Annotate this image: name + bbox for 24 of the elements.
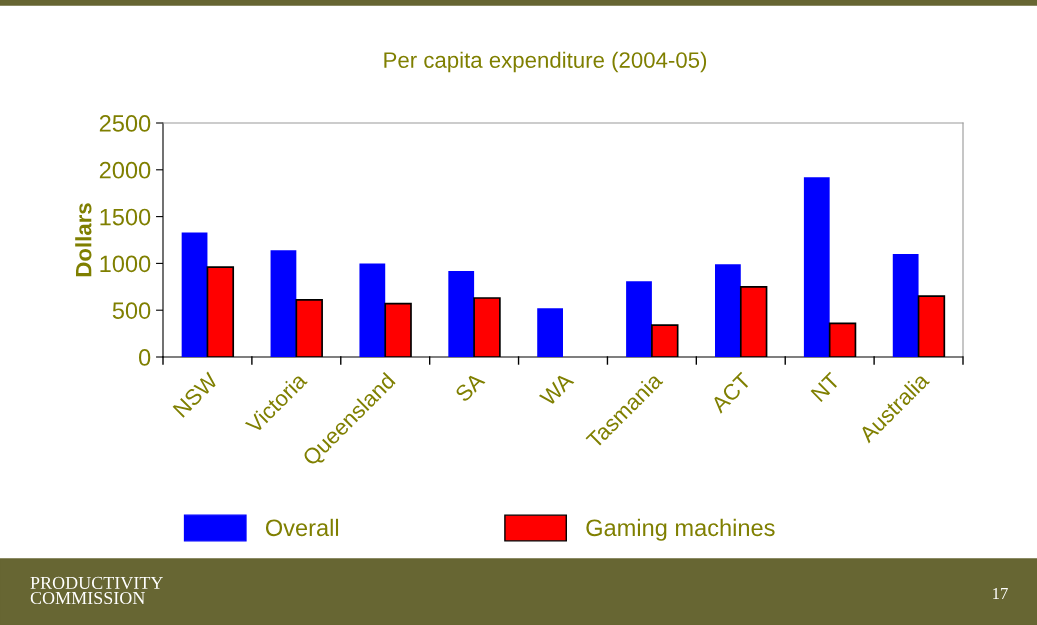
bar: [803, 177, 830, 357]
bar: [359, 263, 386, 357]
bar: [715, 264, 741, 357]
y-tick-label: 0: [138, 349, 151, 366]
y-tick-label: 500: [112, 302, 151, 319]
bar: [626, 281, 652, 357]
chart-title: Per capita expenditure (2004-05): [384, 51, 707, 73]
y-axis-title: Dollars: [75, 203, 92, 277]
y-tick-label: 2500: [99, 115, 151, 132]
y-tick-label: 1500: [100, 208, 151, 226]
bar: [892, 254, 919, 357]
legend-label: Gaming machines: [586, 518, 775, 541]
x-tick-label: NT: [810, 371, 841, 402]
text: 17: [993, 588, 1008, 600]
y-tick-label: 2000: [99, 161, 151, 179]
bar: [537, 308, 563, 357]
x-tick-label: WA: [538, 371, 575, 407]
bar: [181, 232, 208, 357]
bar: [448, 270, 475, 357]
x-tick-label: SA: [454, 371, 486, 403]
bar: [270, 250, 297, 357]
y-tick-label: 1000: [100, 255, 151, 273]
text: PRODUCTIVITY COMMISSION: [30, 576, 163, 605]
legend-label: Overall: [265, 518, 339, 537]
